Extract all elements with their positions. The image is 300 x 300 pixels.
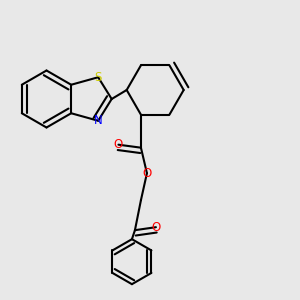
Text: S: S (94, 71, 102, 84)
Text: N: N (94, 114, 103, 127)
Text: O: O (151, 221, 160, 234)
Text: O: O (142, 167, 152, 180)
Text: O: O (114, 138, 123, 151)
